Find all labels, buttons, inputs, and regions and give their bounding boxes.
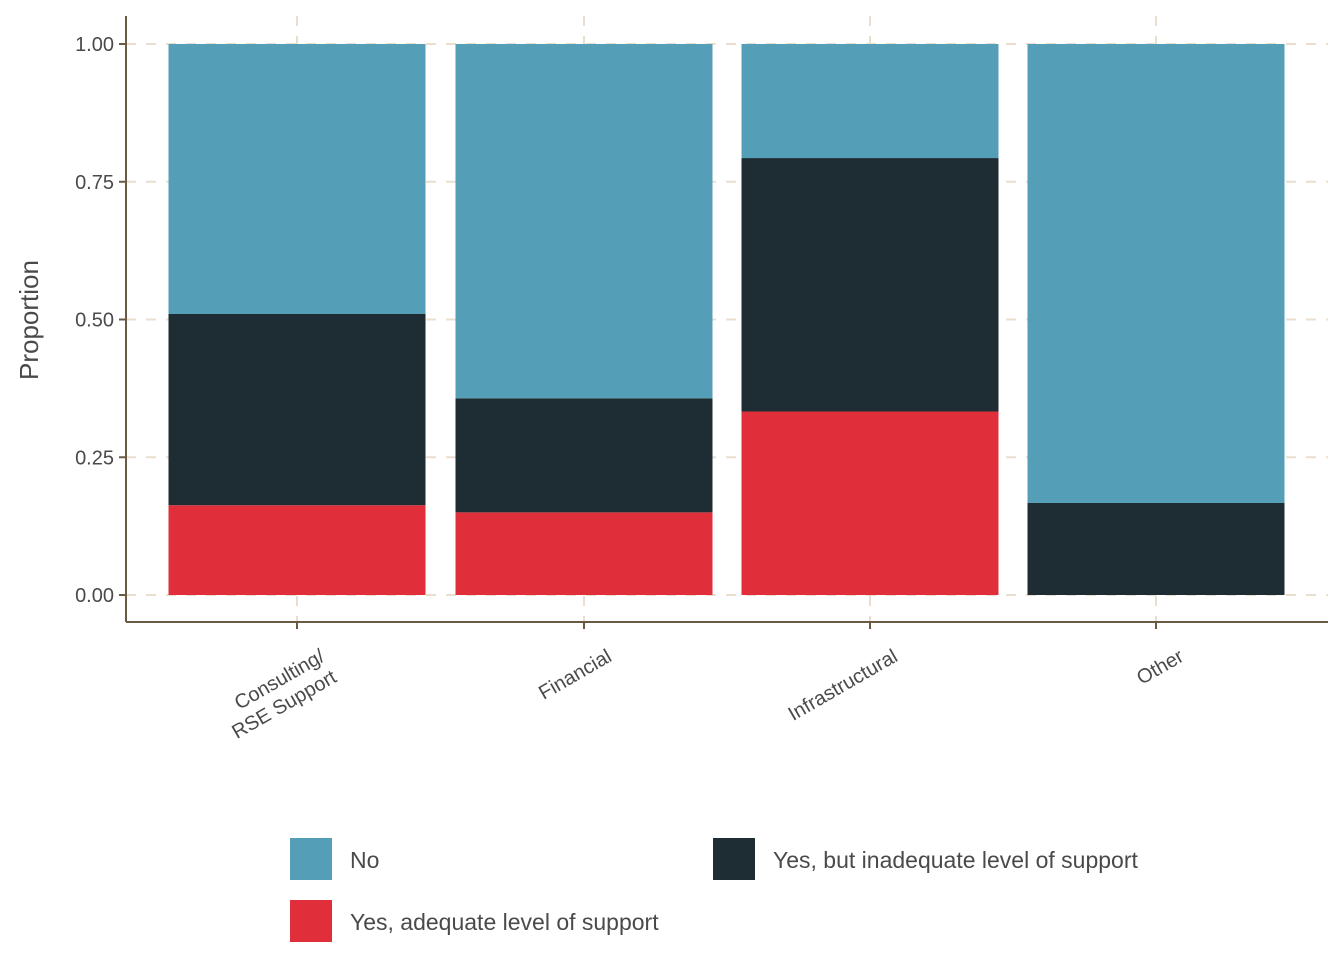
legend-label: Yes, adequate level of support — [350, 909, 659, 935]
bar-segment — [741, 44, 999, 159]
legend-swatch — [290, 900, 332, 942]
y-tick-labels: 0.00 0.25 0.50 0.75 1.00 — [75, 34, 114, 607]
y-tick-label: 1.00 — [75, 34, 114, 56]
bar-segment — [168, 313, 426, 506]
legend-label: Yes, but inadequate level of support — [773, 847, 1138, 873]
x-tick-label: Infrastructural — [785, 645, 902, 725]
x-tick-label-line: Other — [1133, 645, 1188, 689]
bar-segment — [455, 398, 713, 513]
x-tick-label: Consulting/RSE Support — [216, 645, 340, 743]
x-tick-label: Other — [1133, 645, 1188, 689]
legend-label: No — [350, 847, 379, 873]
bars — [168, 44, 1285, 595]
x-tick-labels: Consulting/RSE Support Financial Infrastru… — [216, 645, 1188, 743]
bar-segment — [168, 44, 426, 314]
x-tick-label-line: Financial — [535, 645, 615, 704]
bar-segment — [455, 512, 713, 595]
bar-segment — [168, 505, 426, 595]
bar-segment — [1027, 502, 1285, 595]
legend-swatch — [713, 838, 755, 880]
y-tick-label: 0.50 — [75, 310, 114, 332]
x-tick-label-line: Infrastructural — [785, 645, 902, 725]
y-tick-label: 0.00 — [75, 585, 114, 607]
legend: No Yes, but inadequate level of support Ye… — [290, 838, 1138, 942]
y-axis-title: Proportion — [14, 260, 44, 380]
axes — [119, 16, 1328, 629]
bar-segment — [741, 411, 999, 595]
y-tick-label: 0.75 — [75, 172, 114, 194]
bar-segment — [455, 44, 713, 399]
bar-segment — [741, 158, 999, 412]
y-tick-label: 0.25 — [75, 447, 114, 469]
legend-swatch — [290, 838, 332, 880]
x-tick-label: Financial — [535, 645, 615, 704]
bar-segment — [1027, 44, 1285, 503]
